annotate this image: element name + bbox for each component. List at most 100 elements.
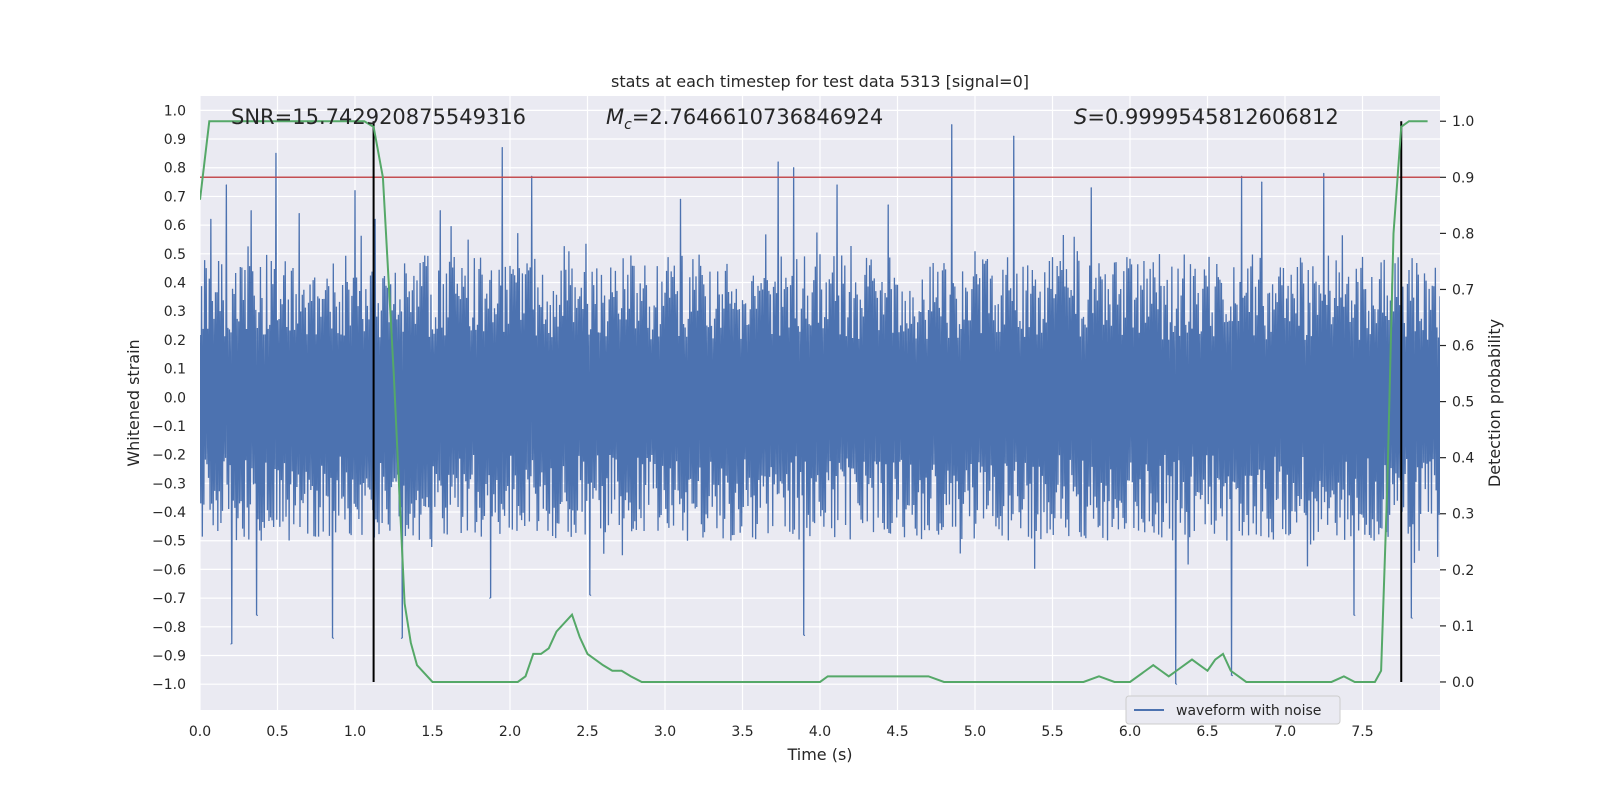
y-left-tick-label: −0.9 xyxy=(152,648,186,664)
y-left-tick-label: 0.2 xyxy=(164,333,186,349)
y-left-tick-label: −0.3 xyxy=(152,476,186,492)
x-tick-label: 7.0 xyxy=(1274,724,1296,740)
legend-box xyxy=(1125,695,1341,725)
y-left-tick-label: −0.2 xyxy=(152,448,186,464)
waveform-spike xyxy=(1323,172,1325,175)
waveform-spike xyxy=(501,147,503,149)
x-tick-label: 5.5 xyxy=(1041,724,1063,740)
y-right-tick-label: 0.6 xyxy=(1452,339,1474,355)
x-tick-label: 1.0 xyxy=(344,724,366,740)
x-tick-label: 4.0 xyxy=(809,724,831,740)
x-tick-label: 5.0 xyxy=(964,724,986,740)
y-right-tick-label: 0.3 xyxy=(1452,507,1474,523)
y-right-axis-ticks: 1.0 0.9 0.8 0.7 0.6 0.5 0.4 0.3 0.2 0.1 0.0 xyxy=(1440,114,1474,691)
y-right-tick-label: 0.9 xyxy=(1452,170,1474,186)
y-left-tick-label: 0.4 xyxy=(164,275,186,291)
y-left-tick-label: −1.0 xyxy=(152,677,186,693)
legend-label: waveform with noise xyxy=(1176,703,1321,719)
waveform-spike xyxy=(210,218,212,220)
y-left-axis-ticks: 1.0 0.9 0.8 0.7 0.6 0.5 0.4 0.3 0.2 0.1 0.0 −0.1 −0.… xyxy=(152,103,186,693)
y-left-tick-label: −0.8 xyxy=(152,620,186,636)
waveform-spike xyxy=(1261,181,1263,183)
x-axis-label: Time (s) xyxy=(786,745,852,764)
detection-probability-line xyxy=(200,120,1428,683)
s-symbol: S xyxy=(1074,105,1087,129)
y-left-tick-label: 0.5 xyxy=(164,247,186,263)
mc-symbol: M xyxy=(606,105,624,129)
waveform-spike xyxy=(803,634,806,637)
y-left-tick-label: 0.0 xyxy=(164,390,186,406)
y-left-tick-label: 1.0 xyxy=(164,103,186,119)
x-tick-label: 2.5 xyxy=(576,724,598,740)
x-tick-label: 4.5 xyxy=(886,724,908,740)
x-tick-label: 7.5 xyxy=(1351,724,1373,740)
waveform-spike xyxy=(400,637,403,639)
y-right-tick-label: 0.2 xyxy=(1452,563,1474,579)
waveform-spike xyxy=(590,594,592,596)
y-left-tick-label: 0.1 xyxy=(164,362,186,378)
mc-value: =2.7646610736846924 xyxy=(632,105,883,129)
x-tick-label: 2.0 xyxy=(499,724,521,740)
y-right-tick-label: 0.7 xyxy=(1452,282,1474,298)
x-tick-label: 3.5 xyxy=(731,724,753,740)
y-left-tick-label: −0.5 xyxy=(152,534,186,550)
mc-subscript: c xyxy=(624,117,632,133)
waveform-spike xyxy=(439,210,441,212)
vertical-markers xyxy=(372,121,1403,682)
waveform-spike xyxy=(298,213,300,215)
y-left-tick-label: 0.8 xyxy=(164,161,186,177)
y-left-tick-label: −0.1 xyxy=(152,419,186,435)
x-tick-label: 0.0 xyxy=(189,724,211,740)
y-left-tick-label: 0.6 xyxy=(164,218,186,234)
waveform-spike xyxy=(250,210,252,212)
y-left-tick-label: 0.9 xyxy=(164,132,186,148)
s-value: =0.9999545812606812 xyxy=(1087,105,1338,129)
y-left-tick-label: 0.7 xyxy=(164,189,186,205)
waveform-line xyxy=(200,124,1440,685)
waveform-spike xyxy=(1013,135,1015,137)
waveform-spike xyxy=(1354,614,1356,616)
waveform-spike xyxy=(679,198,682,200)
waveform-spike xyxy=(225,184,227,186)
y-left-tick-label: −0.6 xyxy=(152,562,186,578)
y-right-tick-label: 0.1 xyxy=(1452,619,1474,635)
y-right-axis-label: Detection probability xyxy=(1485,319,1504,487)
legend: waveform with noise xyxy=(1125,695,1341,725)
snr-annotation: SNR=15.742920875549316 xyxy=(231,105,526,129)
waveform-spike xyxy=(836,184,838,186)
waveform-spike xyxy=(230,643,232,645)
x-tick-label: 6.5 xyxy=(1196,724,1218,740)
y-left-tick-label: 0.3 xyxy=(164,304,186,320)
chart-title: stats at each timestep for test data 531… xyxy=(611,72,1029,91)
detection-probability-group xyxy=(200,120,1428,683)
y-left-axis-label: Whitened strain xyxy=(124,339,143,466)
waveform-spike xyxy=(332,637,334,639)
waveform-spike xyxy=(951,124,953,126)
x-axis-ticks: 0.0 0.5 1.0 1.5 2.0 2.5 3.0 3.5 4.0 4.5 5.0 5.5 6.0 6… xyxy=(189,724,1374,740)
waveform-spike xyxy=(1090,187,1092,189)
y-right-tick-label: 0.8 xyxy=(1452,226,1474,242)
waveform-spike xyxy=(256,614,258,616)
y-right-tick-label: 0.5 xyxy=(1452,395,1474,411)
x-tick-label: 6.0 xyxy=(1119,724,1141,740)
x-tick-label: 1.5 xyxy=(421,724,443,740)
waveform-series xyxy=(200,124,1440,685)
waveform-spike xyxy=(887,204,889,206)
waveform-spike xyxy=(1231,674,1233,677)
waveform-spike xyxy=(275,152,277,154)
mc-annotation: Mc=2.7646610736846924 xyxy=(606,105,883,133)
y-left-tick-label: −0.7 xyxy=(152,591,186,607)
waveform-spike xyxy=(793,167,795,169)
y-right-tick-label: 1.0 xyxy=(1452,114,1474,130)
s-annotation: S=0.9999545812606812 xyxy=(1074,105,1339,129)
x-tick-label: 0.5 xyxy=(266,724,288,740)
waveform-spike xyxy=(1411,617,1413,619)
y-right-tick-label: 0.0 xyxy=(1452,675,1474,691)
y-left-tick-label: −0.4 xyxy=(152,505,186,521)
y-right-tick-label: 0.4 xyxy=(1452,451,1474,467)
waveform-spike xyxy=(354,190,356,192)
x-tick-label: 3.0 xyxy=(654,724,676,740)
waveform-spike xyxy=(374,218,376,220)
waveform-spike xyxy=(489,597,491,599)
